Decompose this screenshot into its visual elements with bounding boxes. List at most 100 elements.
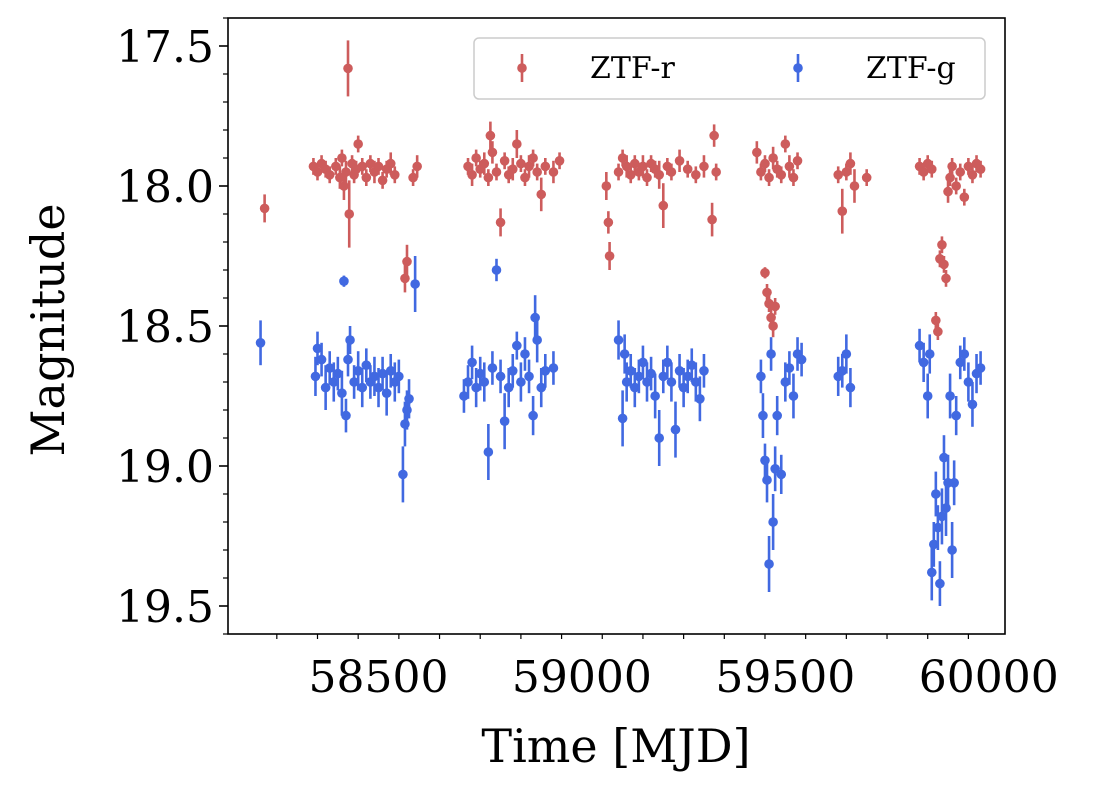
data-point [343,354,353,365]
legend-marker [517,63,527,73]
data-point [926,567,937,578]
data-point [955,167,966,177]
y-tick-label: 19.0 [116,442,214,493]
data-point [918,357,929,368]
legend-entries: ZTF-r ZTF-g [517,51,956,86]
data-point [483,172,494,183]
data-point [756,167,766,177]
data-point [634,371,644,382]
data-point [837,206,848,216]
data-point [479,377,490,387]
data-point [861,172,872,183]
data-point [495,217,506,228]
data-point [951,181,961,191]
data-point [339,276,349,287]
data-point [949,478,959,488]
data-point [625,366,636,376]
x-tick-label: 58500 [309,652,449,703]
data-point [931,315,941,326]
data-point [768,321,778,331]
data-point [959,349,970,359]
data-point [389,170,400,180]
data-point [316,354,327,365]
data-point [931,489,941,499]
data-point [463,161,473,172]
data-point [337,153,347,163]
data-point [485,130,496,141]
data-point [924,349,935,359]
data-point [333,368,343,379]
data-point [918,167,929,177]
data-point [540,366,551,376]
data-point [963,377,974,387]
data-point [400,419,410,429]
data-point [784,161,795,172]
x-axis: 58500 59000 59500 60000 [276,634,1059,703]
data-point [394,371,404,382]
data-point [760,268,770,278]
data-point [674,366,685,376]
data-point [365,158,376,169]
data-point [845,158,856,169]
data-point [357,161,368,172]
plot-frame [227,17,1006,635]
data-point [507,164,518,174]
data-point [678,382,689,393]
data-point [849,181,860,191]
data-point [353,366,363,376]
legend-label: ZTF-r [590,51,675,86]
data-point [459,391,469,401]
data-point [377,175,388,186]
data-point [621,377,632,387]
data-point [516,377,526,387]
data-point [503,382,514,393]
data-point [507,366,518,376]
data-point [929,539,939,550]
legend: ZTF-r ZTF-g [473,37,986,100]
data-point [762,287,772,298]
data-point [764,559,774,569]
data-point [361,172,372,183]
data-point [764,172,774,183]
data-point [479,158,490,169]
data-point [926,164,937,174]
data-point [768,153,778,163]
data-point [328,377,339,387]
data-point [373,382,384,393]
data-point [945,391,955,401]
legend-label: ZTF-g [866,51,956,86]
data-point [357,382,368,393]
data-point [377,368,388,379]
data-point [947,161,957,172]
data-point [674,156,685,166]
data-point [536,382,547,393]
data-point [603,217,614,228]
data-point [520,349,530,359]
data-point [621,161,632,172]
data-point [528,410,538,421]
data-point [312,343,323,354]
data-point [471,153,481,163]
data-point [939,259,949,270]
data-point [933,326,943,337]
data-point [945,172,955,183]
x-tick-label: 59500 [715,652,855,703]
data-point [483,447,494,457]
data-point [467,357,477,368]
data-point [760,158,770,169]
data-point [772,410,782,421]
data-point [349,377,359,387]
data-point [601,181,612,191]
data-point [341,167,351,177]
data-point [540,161,551,172]
legend-box [473,37,986,100]
data-point [967,170,978,180]
data-point [709,130,719,141]
data-point [532,335,542,345]
data-point [776,170,787,180]
data-point [762,475,772,485]
data-point [682,371,693,382]
data-point [512,139,522,149]
data-point [955,357,966,368]
